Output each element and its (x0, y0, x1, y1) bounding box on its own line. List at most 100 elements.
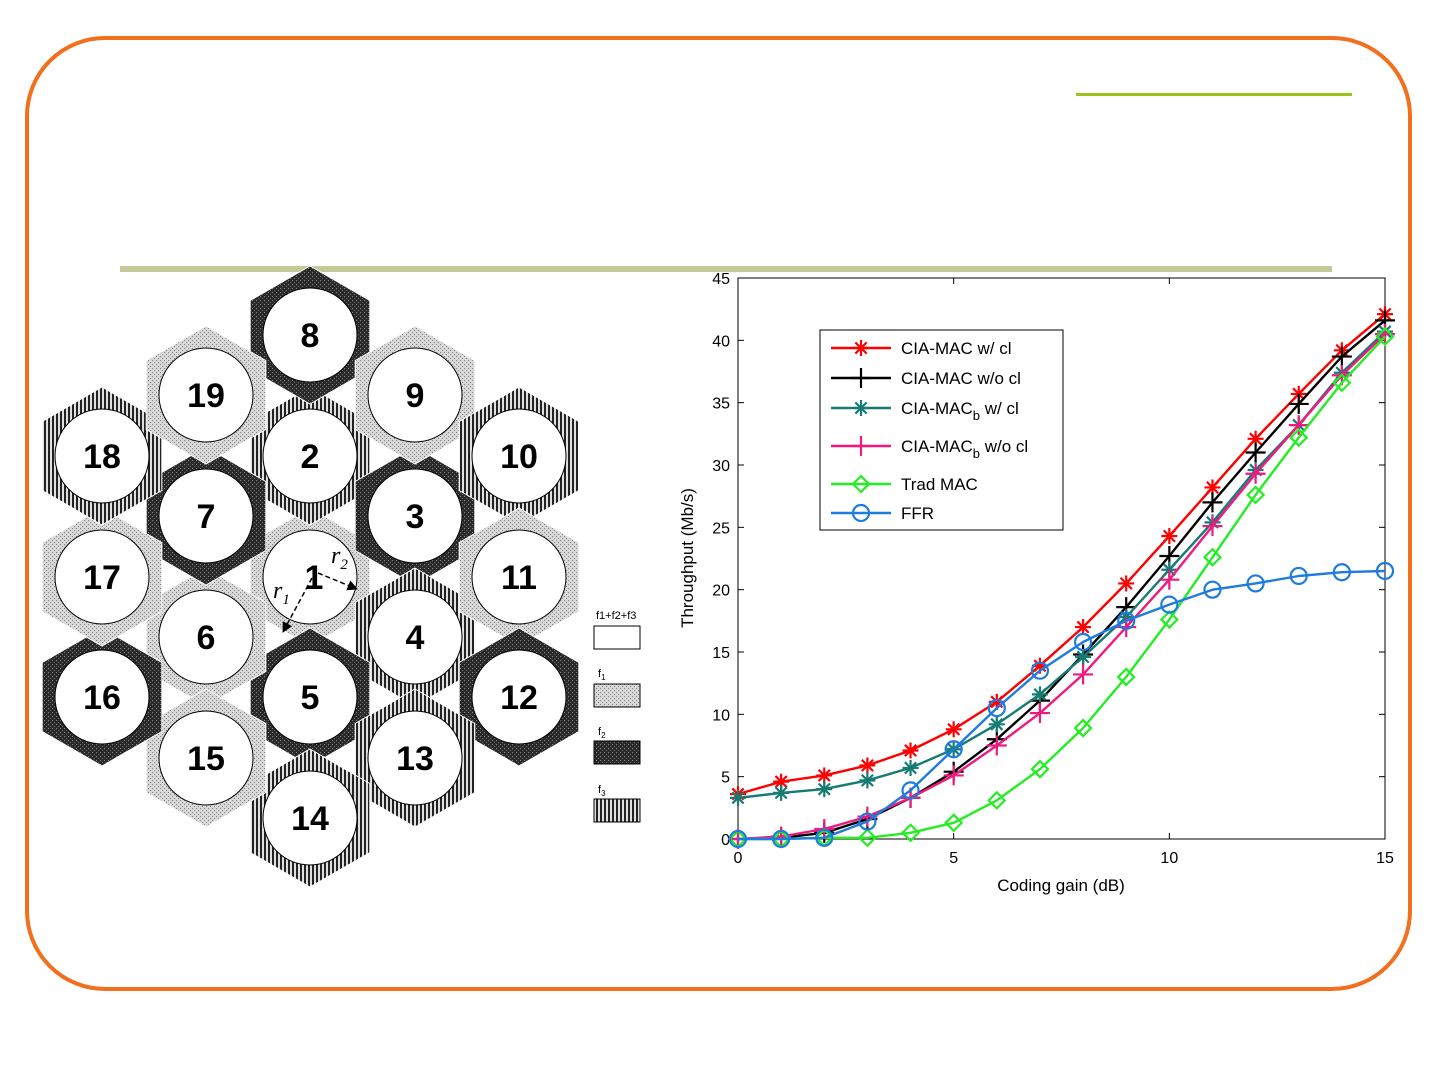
legend-item-2: CIA-MACb w/ cl (831, 399, 1019, 423)
circle-layer (54, 287, 567, 866)
data-point (773, 784, 790, 801)
y-axis-title: Throughput (Mb/s) (678, 488, 697, 628)
cell-number-11: 11 (501, 559, 537, 597)
cell-number-8: 8 (301, 317, 320, 355)
series-line (737, 319, 1386, 841)
frequency-legend: f1+f2+f3 f1 f2 f3 (593, 610, 641, 823)
legend-label: CIA-MACb w/o cl (901, 437, 1028, 461)
data-point (1075, 619, 1092, 636)
cell-number-5: 5 (301, 679, 320, 717)
cell-circle-14 (262, 770, 358, 866)
data-point (1073, 718, 1093, 738)
freq-swatch-f1 (593, 683, 641, 708)
data-point (772, 829, 791, 849)
data-point (1202, 547, 1223, 567)
y-tick-label: 10 (712, 707, 730, 724)
data-point (858, 812, 877, 831)
x-tick-label: 10 (1160, 850, 1178, 867)
data-point (815, 828, 834, 847)
data-point (1030, 661, 1050, 680)
data-point (1073, 632, 1093, 652)
data-point (728, 829, 748, 849)
cell-circle-1 (262, 529, 358, 625)
data-point (1161, 528, 1178, 545)
legend-label: CIA-MACb w/ cl (901, 399, 1019, 423)
data-point (859, 757, 876, 774)
legend-marker (851, 436, 871, 456)
cell-number-7: 7 (197, 498, 216, 536)
data-point (1288, 415, 1309, 436)
data-point (901, 781, 920, 800)
legend-item-4: Trad MAC (831, 474, 978, 494)
y-tick-label: 5 (721, 770, 730, 787)
data-point (1246, 574, 1265, 593)
series-line (738, 335, 1386, 841)
legend-label: CIA-MAC w/o cl (901, 369, 1021, 388)
data-point (943, 765, 964, 786)
data-point (1289, 428, 1309, 448)
data-point (1204, 479, 1221, 496)
y-tick-label: 45 (712, 271, 730, 288)
cell-number-13: 13 (396, 740, 434, 778)
data-point (1245, 442, 1266, 463)
cell-circle-18 (54, 408, 150, 504)
cell-circle-15 (158, 710, 254, 806)
legend-box (819, 329, 1064, 531)
data-point (945, 721, 962, 738)
data-point (1246, 485, 1266, 505)
cell-circle-2 (262, 408, 358, 504)
data-point (1031, 686, 1048, 703)
data-point (902, 759, 919, 776)
y-tick-label: 0 (721, 832, 730, 849)
cell-circle-11 (471, 529, 567, 625)
legend-marker (851, 368, 871, 388)
data-point (859, 772, 876, 789)
y-tick-label: 30 (712, 458, 730, 475)
chart-legend: CIA-MAC w/ cl CIA-MAC w/o cl CIA-MACb w/ c… (819, 329, 1064, 531)
legend-item-1: CIA-MAC w/o cl (831, 368, 1021, 388)
tick-layer: 0 5 10 15 0 5 10 15 20 25 30 35 40 45 (712, 271, 1394, 867)
radius-arrow-r1 (282, 577, 313, 633)
data-point (1289, 566, 1308, 586)
legend-label: Trad MAC (901, 475, 978, 494)
legend-marker (851, 474, 871, 494)
slide-frame (25, 36, 1412, 991)
data-point (730, 789, 746, 806)
data-point (1075, 648, 1092, 665)
data-point (1203, 580, 1222, 599)
cell-circle-3 (367, 468, 463, 564)
data-point (1245, 463, 1266, 484)
y-tick-label: 15 (712, 645, 730, 662)
x-tick-label: 15 (1376, 850, 1394, 867)
x-axis-title: Coding gain (dB) (997, 876, 1125, 895)
cell-circle-4 (367, 589, 463, 685)
cell-circle-5 (262, 649, 358, 745)
data-point (987, 698, 1006, 718)
cell-number-1: 1 (305, 559, 324, 597)
cell-number-12: 12 (500, 679, 538, 717)
cell-circle-7 (158, 468, 254, 564)
cell-number-18: 18 (83, 438, 121, 476)
legend-item-5: FFR (831, 503, 934, 523)
freq-swatch-f3 (593, 798, 641, 823)
series-line (738, 569, 1386, 841)
data-point (1160, 595, 1179, 614)
freq-legend-label-f2: f2 (598, 726, 606, 740)
radius-arrow-r2 (317, 572, 358, 591)
data-point (1029, 703, 1050, 724)
cell-circle-9 (367, 347, 463, 443)
cell-circle-13 (367, 710, 463, 806)
cell-number-16: 16 (83, 679, 121, 717)
legend-item-0: CIA-MAC w/ cl (831, 339, 1012, 358)
data-point (1375, 561, 1395, 581)
freq-legend-label-f1: f1 (598, 668, 606, 682)
series-5 (728, 561, 1395, 849)
legend-label: FFR (901, 504, 934, 523)
series-line (737, 330, 1386, 800)
throughput-chart: 0 5 10 15 0 5 10 15 20 25 30 35 40 45 Coding gain (dB… (678, 271, 1395, 895)
data-point (1159, 569, 1180, 590)
cell-circle-6 (158, 589, 254, 685)
cell-number-14: 14 (291, 800, 329, 838)
